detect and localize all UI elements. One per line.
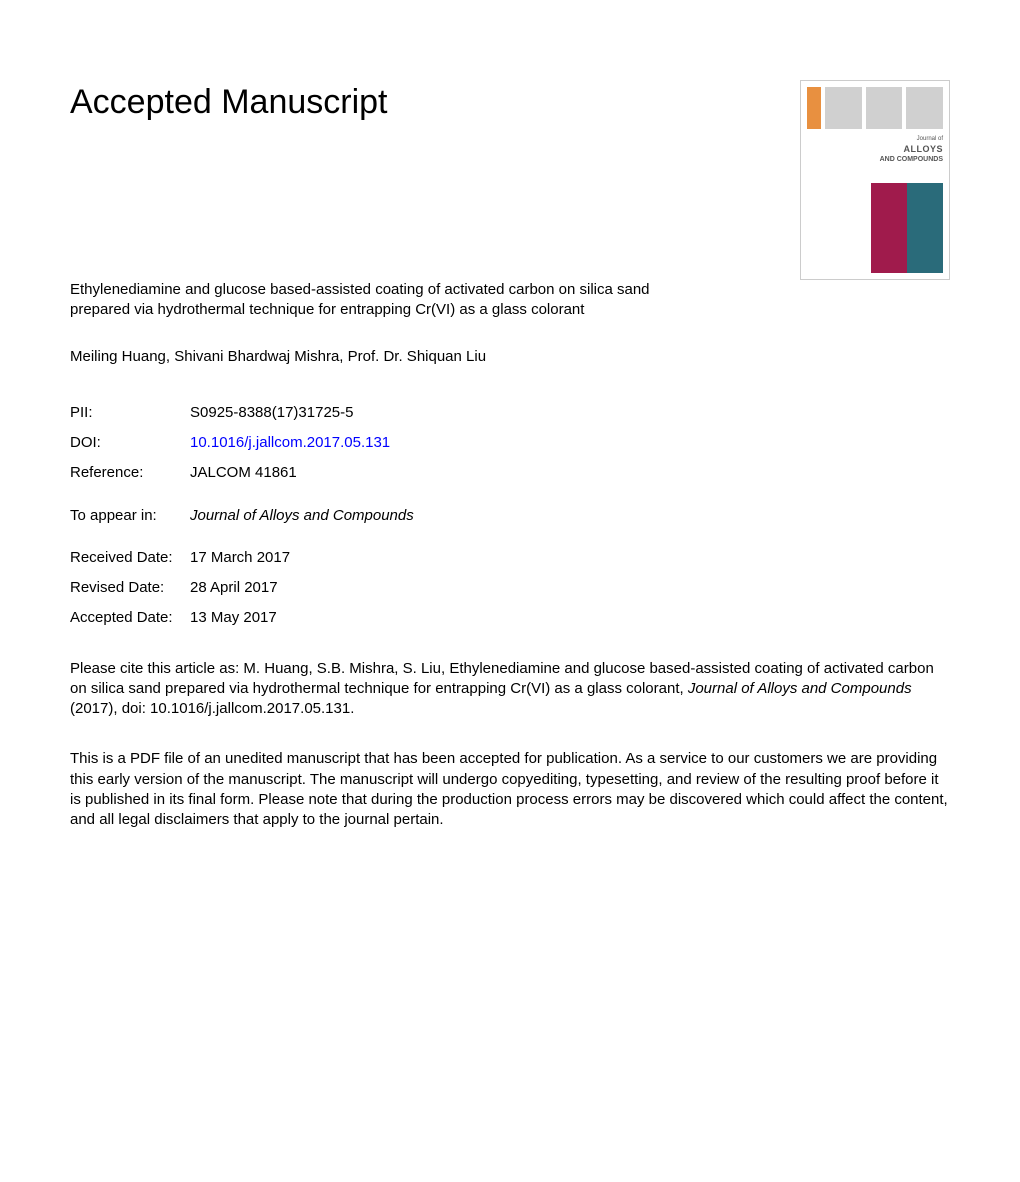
meta-value-journal: Journal of Alloys and Compounds	[190, 506, 414, 526]
thumb-journal-title: Journal of ALLOYS AND COMPOUNDS	[807, 135, 943, 165]
citation-journal: Journal of Alloys and Compounds	[688, 680, 912, 697]
thumb-bar-orange	[807, 87, 821, 129]
page-heading: Accepted Manuscript	[70, 80, 388, 126]
article-authors: Meiling Huang, Shivani Bhardwaj Mishra, …	[70, 347, 950, 367]
meta-row-reference: Reference: JALCOM 41861	[70, 463, 950, 483]
meta-value: 28 April 2017	[190, 578, 278, 598]
meta-label: To appear in:	[70, 506, 190, 526]
thumb-bar-grey	[866, 87, 903, 129]
meta-label: Accepted Date:	[70, 608, 190, 628]
thumb-bottom-blocks	[807, 183, 943, 273]
meta-label: PII:	[70, 403, 190, 423]
meta-value: JALCOM 41861	[190, 463, 297, 483]
citation-post: (2017), doi: 10.1016/j.jallcom.2017.05.1…	[70, 700, 354, 717]
thumb-top-bars	[807, 87, 943, 129]
metadata-table: PII: S0925-8388(17)31725-5 DOI: 10.1016/…	[70, 403, 950, 484]
article-title: Ethylenediamine and glucose based-assist…	[70, 280, 710, 321]
meta-label: DOI:	[70, 433, 190, 453]
thumb-block-teal	[907, 183, 943, 273]
meta-value: 17 March 2017	[190, 548, 290, 568]
journal-cover-thumbnail: Journal of ALLOYS AND COMPOUNDS	[800, 80, 950, 280]
meta-row-received: Received Date: 17 March 2017	[70, 548, 950, 568]
thumb-block-red	[871, 183, 907, 273]
thumb-title-line3: AND COMPOUNDS	[807, 155, 943, 164]
meta-label: Received Date:	[70, 548, 190, 568]
meta-row-accepted: Accepted Date: 13 May 2017	[70, 608, 950, 628]
meta-label: Revised Date:	[70, 578, 190, 598]
meta-value: S0925-8388(17)31725-5	[190, 403, 353, 423]
thumb-block-text	[807, 183, 871, 273]
doi-link[interactable]: 10.1016/j.jallcom.2017.05.131	[190, 433, 390, 453]
dates-table: Received Date: 17 March 2017 Revised Dat…	[70, 548, 950, 629]
meta-row-pii: PII: S0925-8388(17)31725-5	[70, 403, 950, 423]
meta-row-revised: Revised Date: 28 April 2017	[70, 578, 950, 598]
meta-value: 13 May 2017	[190, 608, 277, 628]
thumb-bar-grey	[906, 87, 943, 129]
thumb-title-line2: ALLOYS	[807, 143, 943, 155]
thumb-bar-grey	[825, 87, 862, 129]
disclaimer-text: This is a PDF file of an unedited manusc…	[70, 749, 950, 830]
meta-label: Reference:	[70, 463, 190, 483]
meta-row-doi: DOI: 10.1016/j.jallcom.2017.05.131	[70, 433, 950, 453]
thumb-title-line1: Journal of	[807, 135, 943, 143]
citation-text: Please cite this article as: M. Huang, S…	[70, 659, 950, 720]
meta-row-appear: To appear in: Journal of Alloys and Comp…	[70, 506, 950, 526]
